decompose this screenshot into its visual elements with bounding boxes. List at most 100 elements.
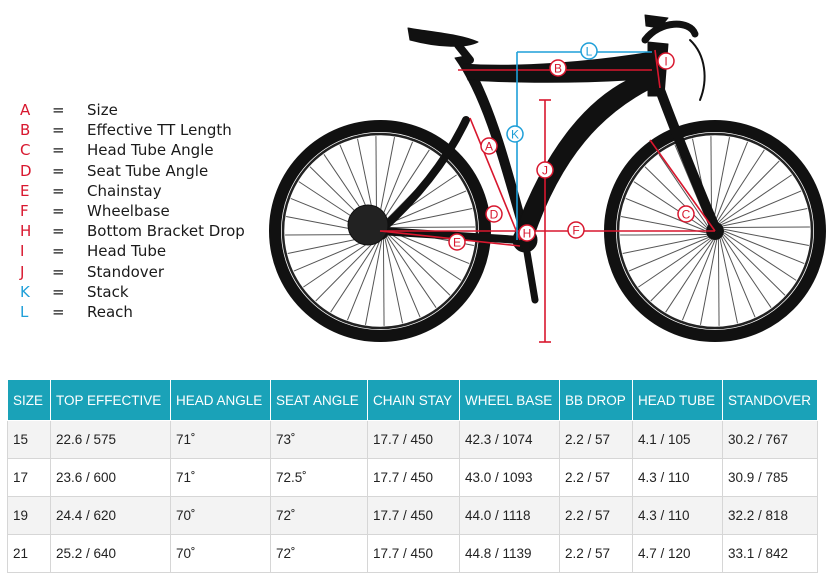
dimension-markers: A B C D E F H I J K L — [448, 42, 695, 251]
legend-letter: E — [20, 181, 30, 200]
table-cell: 30.9 / 785 — [722, 458, 818, 497]
table-cell: 44.0 / 1118 — [459, 496, 560, 535]
table-cell: 72.5˚ — [270, 458, 368, 497]
wheel-spoke — [346, 239, 381, 321]
marker-a-label: A — [485, 140, 493, 154]
wheel-spoke — [622, 235, 708, 254]
table-cell: 17.7 / 450 — [367, 496, 460, 535]
wheel-spoke — [381, 149, 430, 223]
table-cell: 73˚ — [270, 420, 368, 459]
marker-a: A — [480, 137, 498, 155]
legend-letter: A — [20, 101, 31, 119]
legend-letter: J — [20, 262, 25, 281]
table-cell: 2.2 / 57 — [559, 458, 633, 497]
header-standover: STANDOVER — [722, 379, 818, 421]
legend-equals: = — [52, 222, 65, 241]
legend-letter: I — [20, 242, 25, 261]
header-chain-stay: CHAIN STAY — [367, 379, 460, 421]
wheel-spoke — [665, 239, 714, 313]
table-row: 17 23.6 / 600 71˚ 72.5˚ 17.7 / 450 43.0 … — [7, 458, 818, 497]
table-cell: 2.2 / 57 — [559, 534, 633, 573]
marker-c-label: C — [682, 208, 691, 222]
header-bb-drop: BB DROP — [559, 379, 633, 421]
header-size: SIZE — [7, 379, 51, 421]
wheel-spoke — [723, 232, 797, 281]
wheel-spoke — [718, 160, 780, 224]
wheel-spoke — [658, 154, 708, 227]
wheel-spoke — [650, 238, 712, 302]
marker-f: F — [567, 221, 585, 239]
table-cell: 4.1 / 105 — [632, 420, 723, 459]
legend-equals: = — [52, 101, 65, 119]
wheel-spoke — [620, 233, 707, 236]
table-cell: 23.6 / 600 — [50, 458, 171, 497]
table-cell: 19 — [7, 496, 51, 535]
table-cell: 42.3 / 1074 — [459, 420, 560, 459]
wheel-spoke — [721, 190, 802, 226]
table-cell: 2.2 / 57 — [559, 496, 633, 535]
table-cell: 25.2 / 640 — [50, 534, 171, 573]
marker-f-label: F — [572, 224, 579, 238]
wheel-spoke — [681, 239, 716, 321]
wheel-spoke — [388, 232, 462, 281]
table-cell: 17.7 / 450 — [367, 534, 460, 573]
table-cell: 33.1 / 842 — [722, 534, 818, 573]
table-cell: 17.7 / 450 — [367, 458, 460, 497]
wheel-spoke — [387, 208, 473, 227]
table-cell: 72˚ — [270, 496, 368, 535]
header-head-tube: HEAD TUBE — [632, 379, 723, 421]
wheel-spoke — [628, 236, 709, 272]
wheel-spoke — [388, 226, 475, 229]
wheel-spoke — [719, 174, 792, 224]
legend-letter: B — [20, 121, 31, 140]
wheel-spoke — [722, 235, 772, 308]
wheel-spoke — [633, 181, 707, 230]
table-cell: 43.0 / 1093 — [459, 458, 560, 497]
marker-j-label: J — [542, 164, 548, 178]
legend-label: Reach — [87, 302, 133, 321]
marker-i: I — [657, 52, 675, 70]
wheel-spoke — [638, 238, 711, 288]
wheel-spoke — [723, 230, 805, 265]
table-cell: 17.7 / 450 — [367, 420, 460, 459]
table-cell: 4.3 / 110 — [632, 458, 723, 497]
legend-equals: = — [52, 201, 65, 220]
marker-d: D — [485, 205, 503, 223]
legend-equals: = — [52, 121, 65, 140]
wheel-spoke — [315, 238, 377, 302]
wheel-spoke — [712, 137, 731, 223]
wheel-spoke — [303, 238, 376, 288]
header-top-effective: TOP EFFECTIVE — [50, 379, 171, 421]
wheel-spoke — [716, 149, 765, 223]
wheel-spoke — [722, 234, 786, 296]
legend-label: Head Tube — [87, 242, 167, 261]
legend-equals: = — [52, 302, 65, 321]
table-cell: 44.8 / 1139 — [459, 534, 560, 573]
wheel-spoke — [723, 228, 809, 247]
table-cell: 71˚ — [170, 458, 271, 497]
legend-letter: C — [20, 141, 31, 160]
wheel-spoke — [384, 238, 403, 324]
table-cell: 4.3 / 110 — [632, 496, 723, 535]
table-cell: 70˚ — [170, 534, 271, 573]
table-cell: 17 — [7, 458, 51, 497]
marker-e-label: E — [453, 236, 461, 250]
table-cell: 32.2 / 818 — [722, 496, 818, 535]
legend-label: Size — [87, 101, 118, 119]
wheel-spoke — [387, 234, 451, 296]
wheel-spoke — [330, 239, 379, 313]
table-cell: 71˚ — [170, 420, 271, 459]
wheel-spoke — [722, 208, 808, 227]
bike-geometry-diagram: A B C D E F H I J K L — [269, 14, 826, 343]
table-cell: 22.6 / 575 — [50, 420, 171, 459]
wheel-spoke — [364, 239, 383, 325]
marker-k: K — [506, 125, 524, 143]
wheel-spoke — [714, 141, 749, 223]
header-seat-angle: SEAT ANGLE — [270, 379, 368, 421]
table-cell: 21 — [7, 534, 51, 573]
wheel-spoke — [387, 235, 437, 308]
legend-label: Chainstay — [87, 181, 162, 200]
legend-label: Wheelbase — [87, 201, 170, 220]
wheel-spoke — [386, 190, 467, 226]
marker-h-label: H — [523, 227, 532, 241]
